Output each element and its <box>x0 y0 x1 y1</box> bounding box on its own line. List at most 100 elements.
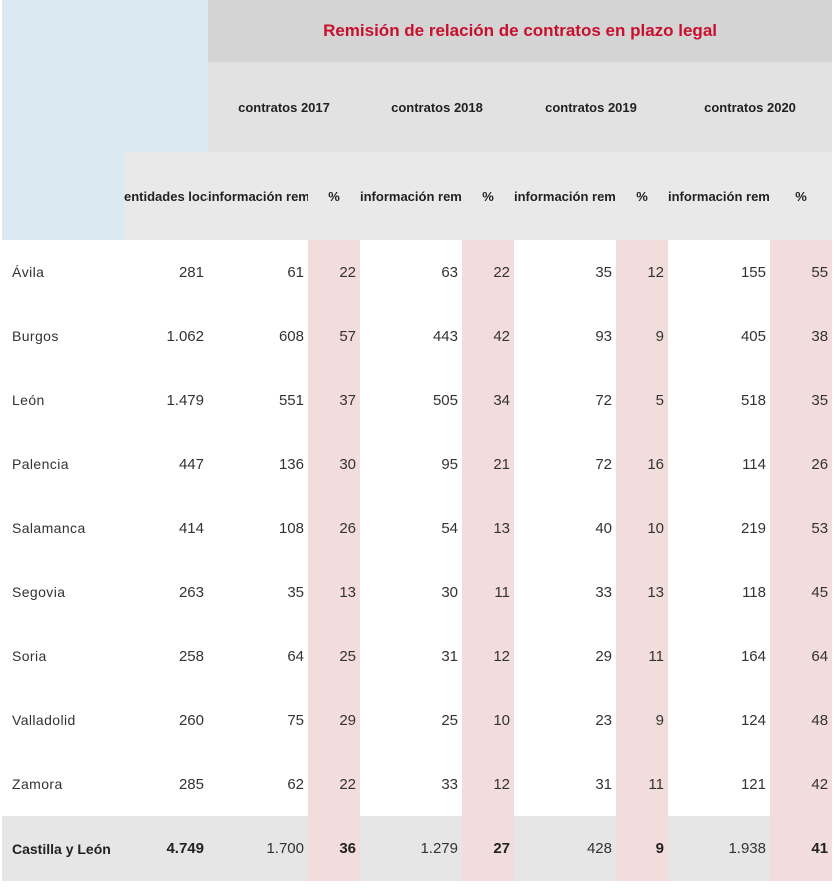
entidades-value: 1.062 <box>166 327 204 345</box>
total-pct-2017: 36 <box>308 816 360 881</box>
total-row: Castilla y León 4.749 1.700 36 1.279 27 … <box>2 816 833 881</box>
pct-header-2019: % <box>616 152 668 240</box>
info-2020-value: 219 <box>740 519 766 537</box>
total-pct-2018: 27 <box>462 816 514 881</box>
province-name: Valladolid <box>12 712 76 728</box>
pct-2017-value: 25 <box>308 624 360 688</box>
year-header-2018: contratos 2018 <box>360 62 514 152</box>
info-2019-value: 31 <box>595 775 612 793</box>
info-2020-value: 124 <box>740 711 766 729</box>
province-name: Ávila <box>12 264 45 280</box>
pct-2019-value: 13 <box>616 560 668 624</box>
info-2018-value: 31 <box>441 647 458 665</box>
pct-2017-value: 22 <box>308 240 360 304</box>
total-pct-2020: 41 <box>770 816 833 881</box>
pct-2020-value: 42 <box>770 752 833 816</box>
entidades-value: 263 <box>178 583 204 601</box>
pct-2019-value: 11 <box>616 624 668 688</box>
info-2018-value: 54 <box>441 519 458 537</box>
table-title: Remisión de relación de contratos en pla… <box>208 0 833 62</box>
table-row: Soria 258 64 25 31 12 29 11 164 64 <box>2 624 833 688</box>
entidades-value: 285 <box>178 775 204 793</box>
pct-2020-value: 35 <box>770 368 833 432</box>
total-info-2018: 1.279 <box>360 816 462 881</box>
info-header-2019: información remitida <box>514 152 616 240</box>
province-header-blank <box>2 152 124 240</box>
pct-2020-value: 53 <box>770 496 833 560</box>
info-2020-value: 118 <box>742 583 766 601</box>
info-2019-value: 72 <box>595 391 612 409</box>
pct-2017-value: 13 <box>308 560 360 624</box>
pct-2018-value: 42 <box>462 304 514 368</box>
info-2019-value: 93 <box>595 327 612 345</box>
pct-2019-value: 12 <box>616 240 668 304</box>
pct-2017-value: 22 <box>308 752 360 816</box>
pct-2020-value: 55 <box>770 240 833 304</box>
entidades-value: 281 <box>178 263 204 281</box>
info-2018-value: 95 <box>441 455 458 473</box>
total-info-2017: 1.700 <box>208 816 308 881</box>
entidades-value: 447 <box>178 455 204 473</box>
table-row: Burgos 1.062 608 57 443 42 93 9 405 38 <box>2 304 833 368</box>
pct-2020-value: 48 <box>770 688 833 752</box>
info-header-2017: información remitida <box>208 152 308 240</box>
info-2017-value: 35 <box>287 583 304 601</box>
info-header-2020: información remitida <box>668 152 770 240</box>
pct-2018-value: 12 <box>462 624 514 688</box>
info-2017-value: 608 <box>278 327 304 345</box>
pct-2019-value: 16 <box>616 432 668 496</box>
table-row: Valladolid 260 75 29 25 10 23 9 124 48 <box>2 688 833 752</box>
info-header-2018: información remitida <box>360 152 462 240</box>
total-entidades: 4.749 <box>124 816 208 881</box>
info-2017-value: 61 <box>287 263 304 281</box>
info-2018-value: 63 <box>441 263 458 281</box>
pct-2018-value: 11 <box>462 560 514 624</box>
table-row: Palencia 447 136 30 95 21 72 16 114 26 <box>2 432 833 496</box>
info-2020-value: 405 <box>740 327 766 345</box>
pct-2019-value: 9 <box>616 304 668 368</box>
pct-header-2020: % <box>770 152 833 240</box>
pct-header-2017: % <box>308 152 360 240</box>
pct-2019-value: 11 <box>616 752 668 816</box>
entidades-header: entidades locales <box>124 152 208 240</box>
pct-2020-value: 38 <box>770 304 833 368</box>
info-2020-value: 155 <box>740 263 766 281</box>
info-2017-value: 64 <box>287 647 304 665</box>
entidades-value: 258 <box>178 647 204 665</box>
year-header-2020: contratos 2020 <box>668 62 833 152</box>
info-2017-value: 75 <box>287 711 304 729</box>
pct-2020-value: 64 <box>770 624 833 688</box>
year-header-2017: contratos 2017 <box>208 62 360 152</box>
pct-2017-value: 57 <box>308 304 360 368</box>
total-info-2020: 1.938 <box>668 816 770 881</box>
pct-2018-value: 10 <box>462 688 514 752</box>
province-name: Burgos <box>12 328 59 344</box>
info-2019-value: 72 <box>595 455 612 473</box>
pct-2017-value: 37 <box>308 368 360 432</box>
info-2020-value: 518 <box>740 391 766 409</box>
total-name: Castilla y León <box>2 816 124 881</box>
pct-2017-value: 26 <box>308 496 360 560</box>
info-2020-value: 114 <box>742 455 766 473</box>
province-name: Segovia <box>12 584 66 600</box>
table-row: Segovia 263 35 13 30 11 33 13 118 45 <box>2 560 833 624</box>
table-row: Salamanca 414 108 26 54 13 40 10 219 53 <box>2 496 833 560</box>
province-name: León <box>12 392 45 408</box>
info-2018-value: 25 <box>441 711 458 729</box>
entidades-value: 260 <box>178 711 204 729</box>
pct-2019-value: 9 <box>616 688 668 752</box>
header-corner <box>2 0 208 152</box>
info-2018-value: 443 <box>432 327 458 345</box>
entidades-value: 1.479 <box>166 391 204 409</box>
pct-2020-value: 45 <box>770 560 833 624</box>
pct-2019-value: 10 <box>616 496 668 560</box>
table-row: Zamora 285 62 22 33 12 31 11 121 42 <box>2 752 833 816</box>
info-2017-value: 136 <box>278 455 304 473</box>
info-2019-value: 35 <box>595 263 612 281</box>
pct-2020-value: 26 <box>770 432 833 496</box>
pct-2018-value: 22 <box>462 240 514 304</box>
info-2018-value: 33 <box>441 775 458 793</box>
pct-2017-value: 29 <box>308 688 360 752</box>
info-2017-value: 108 <box>278 519 304 537</box>
